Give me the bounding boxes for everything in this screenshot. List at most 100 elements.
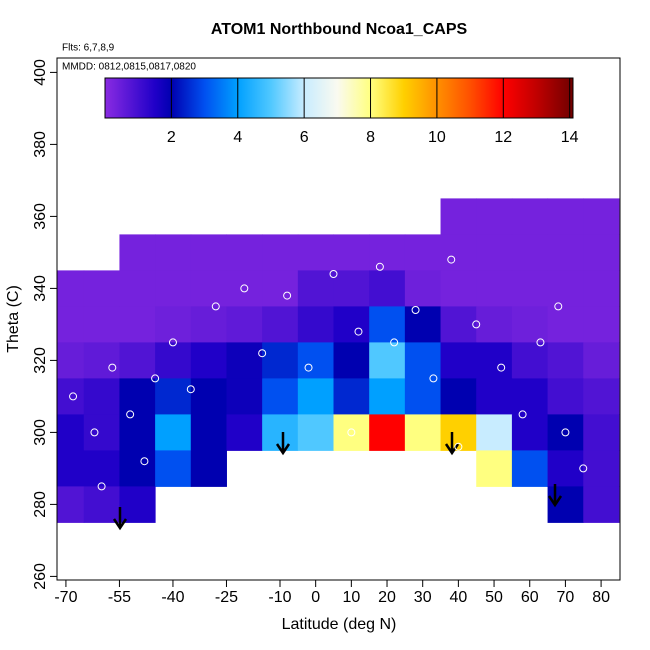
heat-cell [190, 306, 227, 343]
heat-cell [297, 342, 335, 379]
heat-cell [155, 414, 192, 451]
arrow [547, 484, 563, 508]
chart-title: ATOM1 Northbound Ncoa1_CAPS [211, 21, 468, 38]
colorbar [104, 77, 574, 119]
heat-cell [583, 342, 620, 379]
x-tick-label: 60 [521, 589, 539, 606]
observation-point [211, 302, 220, 311]
heat-cell [262, 414, 299, 451]
observation-point [140, 457, 149, 466]
heat-cell [583, 378, 620, 415]
heat-cell [476, 378, 513, 415]
arrows [112, 432, 563, 531]
heat-cell [476, 414, 513, 451]
observation-point [108, 363, 117, 372]
x-tick-label: -40 [161, 589, 184, 606]
x-axis-label: Latitude (deg N) [282, 616, 397, 633]
heat-cell [476, 306, 513, 343]
observation-point [90, 428, 99, 437]
heat-cell [262, 270, 299, 307]
heat-cell [83, 486, 120, 523]
heat-cell [404, 306, 442, 343]
heat-cell [190, 450, 227, 487]
arrow [112, 507, 128, 531]
colorbar-tick-label: 8 [366, 129, 375, 146]
heat-cell [583, 270, 620, 307]
heat-cell [511, 378, 549, 415]
colorbar-tick-label: 12 [494, 129, 512, 146]
heat-cell [440, 234, 477, 271]
heat-cell [583, 414, 620, 451]
heat-cell [547, 414, 584, 451]
heat-cell [583, 234, 620, 271]
observation-point [447, 255, 456, 264]
heat-cell [476, 198, 513, 235]
heat-cell [511, 234, 549, 271]
heat-cell [155, 234, 192, 271]
heat-cell [57, 342, 85, 379]
heat-cell [190, 342, 227, 379]
heat-cell [57, 306, 85, 343]
heat-cell [440, 378, 477, 415]
heatmap [57, 198, 620, 523]
heat-cell [404, 342, 442, 379]
heat-cell [83, 342, 120, 379]
colorbar-tick-label: 4 [233, 129, 242, 146]
heat-cell [119, 378, 156, 415]
y-tick-label: 280 [32, 491, 49, 518]
colorbar-tick-label: 2 [167, 129, 176, 146]
colorbar-tick-label: 6 [300, 129, 309, 146]
heat-cell [583, 306, 620, 343]
heat-cell [119, 234, 156, 271]
heat-cell [262, 342, 299, 379]
observation-point [561, 428, 570, 437]
observation-point [283, 291, 292, 300]
x-tick-label: 40 [449, 589, 467, 606]
heat-cell [119, 414, 156, 451]
arrow [444, 432, 460, 456]
x-tick-label: 30 [414, 589, 432, 606]
observation-point [347, 428, 356, 437]
observation-point [536, 338, 545, 347]
heat-cell [547, 270, 584, 307]
observation-point [329, 270, 338, 278]
heat-cell [83, 306, 120, 343]
heat-cell [369, 414, 406, 451]
annotation: MMDD: 0812,0815,0817,0820 [62, 62, 196, 73]
heat-cell [226, 378, 263, 415]
observation-point [518, 410, 527, 419]
x-tick-label: 10 [342, 589, 360, 606]
heat-cell [119, 450, 156, 487]
heat-cell [583, 486, 620, 523]
observation-point [186, 385, 195, 394]
heat-cell [119, 270, 156, 307]
heat-cell [369, 270, 406, 307]
heat-cell [226, 270, 263, 307]
heat-cell [57, 486, 85, 523]
observation-point [472, 320, 481, 329]
heat-cell [547, 342, 584, 379]
heat-cell [440, 306, 477, 343]
heat-cell [155, 450, 192, 487]
observation-point [304, 363, 313, 372]
heat-cell [369, 342, 406, 379]
heat-cell [404, 234, 442, 271]
heat-cell [547, 234, 584, 271]
heat-cell [476, 450, 513, 487]
heat-cell [404, 270, 442, 307]
heat-cell [297, 234, 335, 271]
heat-cell [476, 270, 513, 307]
observation-point [126, 410, 135, 419]
heat-cell [369, 378, 406, 415]
observation-point [497, 363, 506, 372]
y-tick-label: 260 [32, 563, 49, 590]
colorbar-tick-label: 10 [428, 129, 446, 146]
heat-cell [155, 342, 192, 379]
heat-cell [547, 450, 584, 487]
observation-point [411, 306, 420, 314]
heat-cell [404, 414, 442, 451]
heat-cell [83, 270, 120, 307]
heat-cell [119, 342, 156, 379]
heat-cell [583, 450, 620, 487]
